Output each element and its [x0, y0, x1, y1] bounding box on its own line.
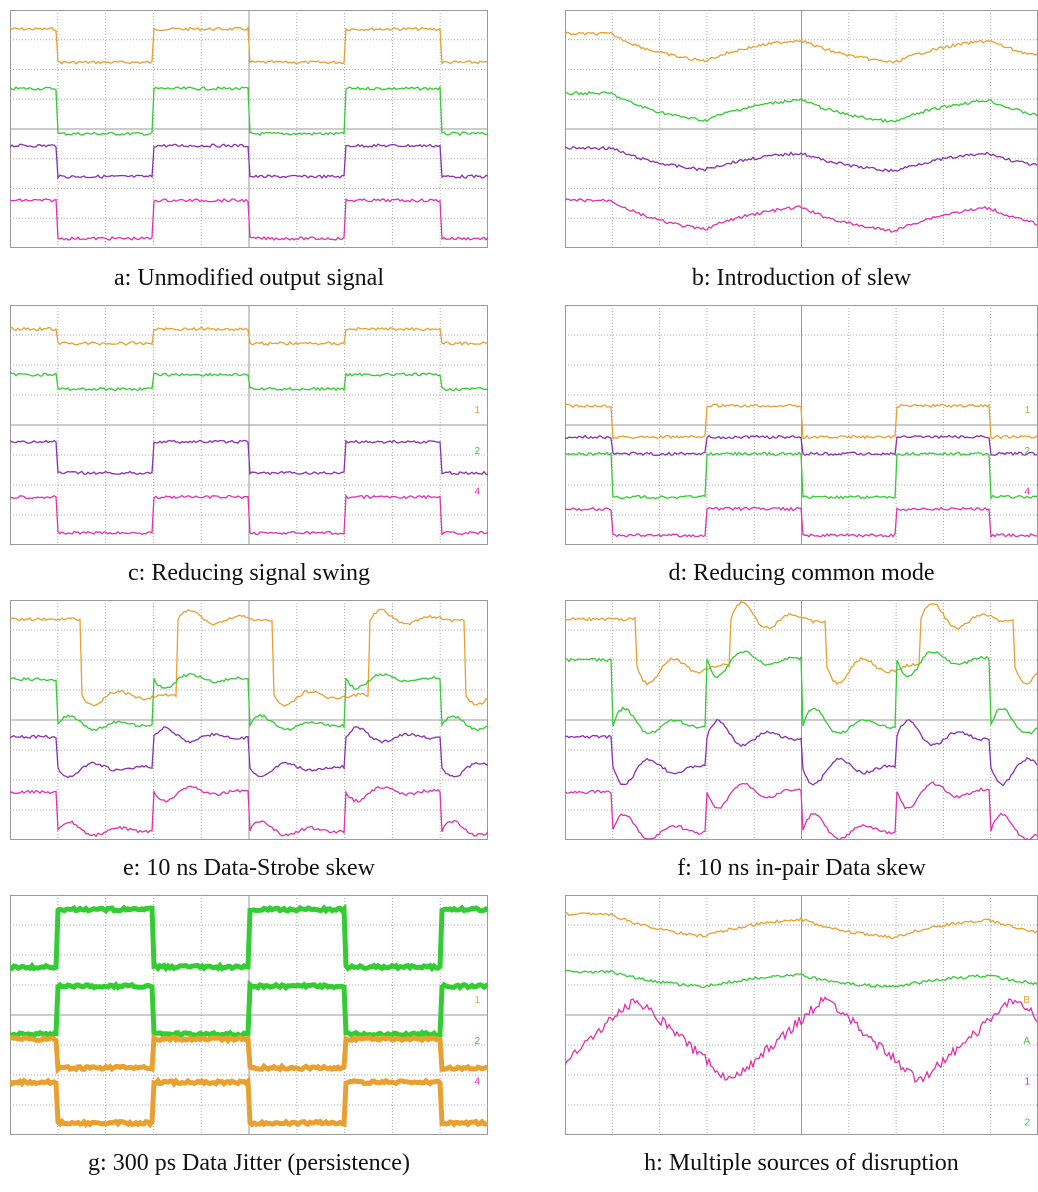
caption: e: 10 ns Data-Strobe skew	[10, 855, 488, 882]
scope-panel	[565, 600, 1038, 840]
caption: f: 10 ns in-pair Data skew	[565, 855, 1038, 882]
scope-panel	[10, 600, 488, 840]
scope-panel: 1 2 4	[565, 305, 1038, 545]
caption: d: Reducing common mode	[565, 560, 1038, 587]
channel-label: 2	[1024, 446, 1030, 457]
channel-label: 4	[1024, 487, 1030, 498]
caption: g: 300 ps Data Jitter (persistence)	[10, 1150, 488, 1177]
caption: b: Introduction of slew	[565, 265, 1038, 292]
channel-label: 1	[474, 405, 480, 416]
channel-label: 1	[1024, 405, 1030, 416]
scope-panel	[565, 10, 1038, 248]
channel-label: 2	[474, 446, 480, 457]
figure: a: Unmodified output signal b: Introducti…	[0, 0, 1038, 1192]
channel-label: 4	[474, 1077, 480, 1088]
caption: h: Multiple sources of disruption	[565, 1150, 1038, 1177]
channel-label: 1	[1024, 1077, 1030, 1088]
channel-label: A	[1023, 1036, 1030, 1047]
caption: c: Reducing signal swing	[10, 560, 488, 587]
channel-label: 4	[474, 487, 480, 498]
scope-panel: 1 2 4	[10, 305, 488, 545]
channel-label: B	[1023, 995, 1030, 1006]
channel-label: 1	[474, 995, 480, 1006]
caption: a: Unmodified output signal	[10, 265, 488, 292]
scope-panel	[10, 10, 488, 248]
scope-panel: 1 2 4	[10, 895, 488, 1135]
channel-label: 2	[474, 1036, 480, 1047]
scope-panel: B A 1 2	[565, 895, 1038, 1135]
channel-label: 2	[1024, 1117, 1030, 1128]
